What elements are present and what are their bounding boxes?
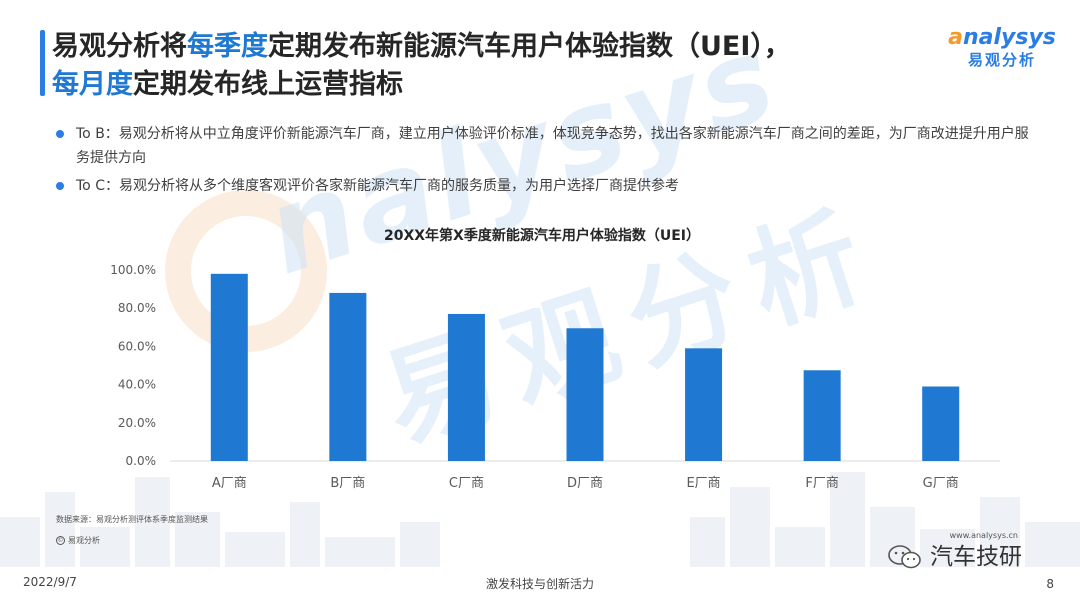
y-tick-label: 40.0% <box>118 378 156 392</box>
x-tick-label: F厂商 <box>805 476 838 491</box>
title-line-1: 易观分析将每季度定期发布新能源汽车用户体验指数（UEI）， <box>52 28 791 66</box>
logo-letters: nalysys <box>962 25 1056 50</box>
bullet-item: To B：易观分析将从中立角度评价新能源汽车厂商，建立用户体验评价标准，体现竞争… <box>56 122 1036 170</box>
page-number: 8 <box>1046 577 1054 591</box>
bar <box>566 328 604 461</box>
title-highlight: 每季度 <box>187 31 268 62</box>
y-tick-label: 100.0% <box>110 263 156 277</box>
y-tick-label: 80.0% <box>118 301 156 315</box>
title-text: 定期发布新能源汽车用户体验指数（UEI）， <box>268 31 791 62</box>
x-tick-label: E厂商 <box>686 476 720 491</box>
y-tick-label: 60.0% <box>118 339 156 353</box>
x-tick-label: D厂商 <box>567 476 603 491</box>
title-line-2: 每月度定期发布线上运营指标 <box>52 66 791 104</box>
bar <box>210 273 248 461</box>
bar <box>447 313 485 461</box>
title-text: 定期发布线上运营指标 <box>133 69 403 100</box>
bar <box>803 370 841 461</box>
bullet-list: To B：易观分析将从中立角度评价新能源汽车厂商，建立用户体验评价标准，体现竞争… <box>56 122 1036 202</box>
bullet-text: To C：易观分析将从多个维度客观评价各家新能源汽车厂商的服务质量，为用户选择厂… <box>76 178 679 194</box>
bar <box>922 386 960 461</box>
bar <box>329 292 367 461</box>
y-tick-label: 0.0% <box>126 454 157 468</box>
slide-date: 2022/9/7 <box>23 575 77 589</box>
title-highlight: 每月度 <box>52 69 133 100</box>
wechat-account-name: 汽车技研 <box>930 544 1022 570</box>
title-text: 易观分析将 <box>52 31 187 62</box>
x-tick-label: B厂商 <box>330 476 365 491</box>
bullet-text: To B：易观分析将从中立角度评价新能源汽车厂商，建立用户体验评价标准，体现竞争… <box>76 126 1029 166</box>
copyright-text: 易观分析 <box>68 536 100 545</box>
copyright: © 易观分析 <box>56 535 100 546</box>
page-title: 易观分析将每季度定期发布新能源汽车用户体验指数（UEI）， 每月度定期发布线上运… <box>52 28 791 104</box>
logo-chinese: 易观分析 <box>967 51 1036 69</box>
x-tick-label: C厂商 <box>449 476 484 491</box>
copyright-icon: © <box>56 536 65 545</box>
data-source: 数据来源：易观分析测评体系季度监测结果 <box>56 515 208 524</box>
bar <box>685 348 723 461</box>
website-link[interactable]: www.analysys.cn <box>949 531 1018 540</box>
bullet-dot-icon <box>56 182 64 190</box>
chart-title: 20XX年第X季度新能源汽车用户体验指数（UEI） <box>384 227 700 244</box>
wechat-watermark: 汽车技研 <box>888 542 1048 572</box>
logo-letter: a <box>948 25 963 50</box>
skyline-watermark <box>0 472 1080 567</box>
analysys-logo: analysys 易观分析 <box>946 26 1058 70</box>
logo-wordmark: analysys <box>946 26 1058 50</box>
y-tick-label: 20.0% <box>118 416 156 430</box>
title-accent-bar <box>40 30 45 96</box>
wechat-icon <box>888 545 921 569</box>
bullet-dot-icon <box>56 130 64 138</box>
slide-slogan: 激发科技与创新活力 <box>485 577 594 591</box>
bullet-item: To C：易观分析将从多个维度客观评价各家新能源汽车厂商的服务质量，为用户选择厂… <box>56 174 1036 198</box>
x-tick-label: A厂商 <box>212 476 247 491</box>
x-tick-label: G厂商 <box>923 476 959 491</box>
